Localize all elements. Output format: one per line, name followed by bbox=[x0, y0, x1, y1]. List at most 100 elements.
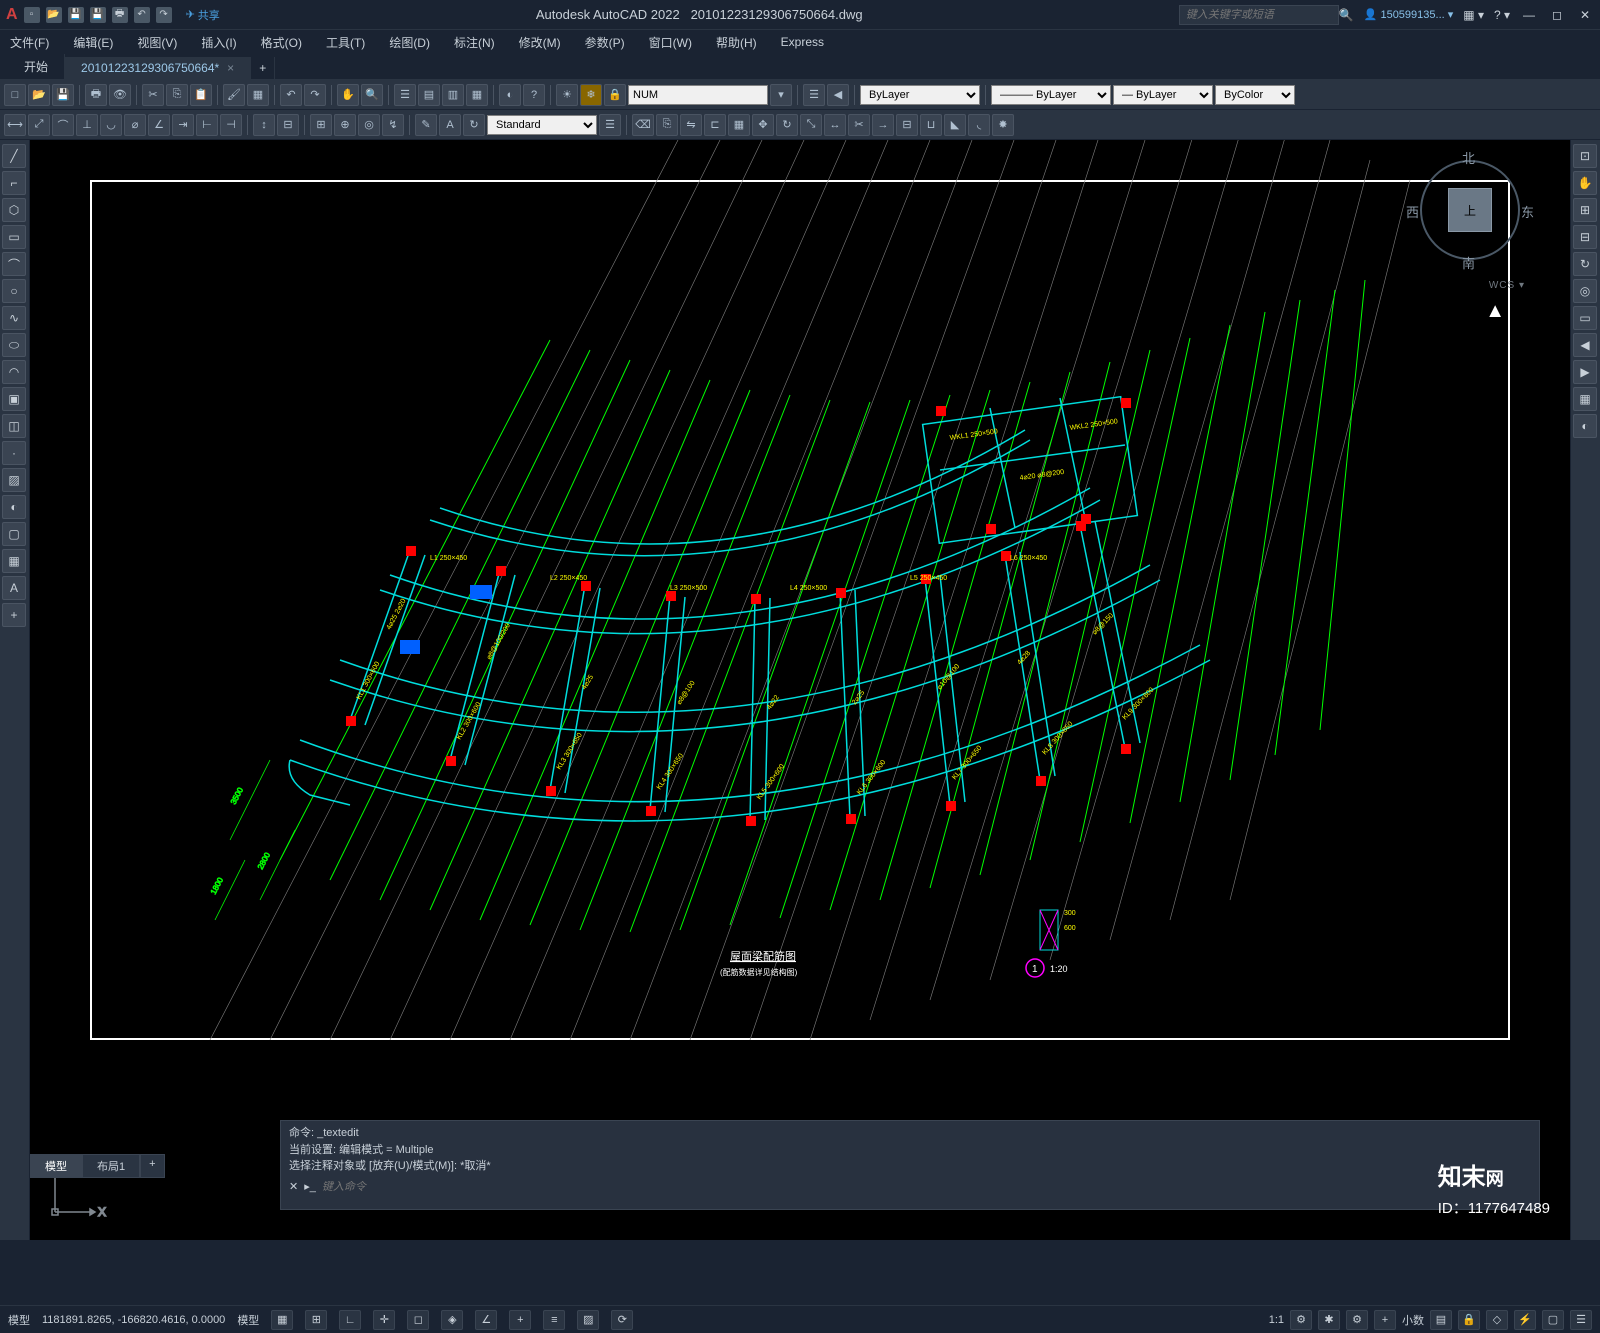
menu-view[interactable]: 视图(V) bbox=[133, 32, 181, 53]
nav-zoom-win[interactable]: ⊟ bbox=[1573, 225, 1597, 249]
tb-props[interactable]: ☰ bbox=[394, 84, 416, 106]
draw-region[interactable]: ▢ bbox=[2, 522, 26, 546]
dim-ordinate[interactable]: ⊥ bbox=[76, 114, 98, 136]
tab-start[interactable]: 开始 bbox=[8, 54, 65, 79]
cmd-close-icon[interactable]: ✕ bbox=[289, 1179, 298, 1196]
draw-gradient[interactable]: ◐ bbox=[2, 495, 26, 519]
nav-orbit[interactable]: ↻ bbox=[1573, 252, 1597, 276]
nav-fwd[interactable]: ▶ bbox=[1573, 360, 1597, 384]
mod-trim[interactable]: ✂ bbox=[848, 114, 870, 136]
sb-cycle[interactable]: ⟳ bbox=[611, 1310, 633, 1330]
user-account[interactable]: 👤 150599135... ▾ bbox=[1364, 8, 1454, 21]
sb-ws[interactable]: ⚙ bbox=[1346, 1310, 1368, 1330]
tb-match[interactable]: 🖌 bbox=[223, 84, 245, 106]
add-selected[interactable]: + bbox=[2, 603, 26, 627]
viewcube-north[interactable]: 北 bbox=[1462, 148, 1475, 167]
mod-break[interactable]: ⊟ bbox=[896, 114, 918, 136]
menu-draw[interactable]: 绘图(D) bbox=[385, 32, 434, 53]
close-button[interactable]: ✕ bbox=[1576, 6, 1594, 24]
tb-zoom[interactable]: 🔍 bbox=[361, 84, 383, 106]
draw-spline[interactable]: ∿ bbox=[2, 306, 26, 330]
dim-break[interactable]: ⊟ bbox=[277, 114, 299, 136]
tb-cut[interactable]: ✂ bbox=[142, 84, 164, 106]
draw-pline[interactable]: ⌐ bbox=[2, 171, 26, 195]
sb-grid[interactable]: ▦ bbox=[271, 1310, 293, 1330]
inspect[interactable]: ◎ bbox=[358, 114, 380, 136]
mod-array[interactable]: ▦ bbox=[728, 114, 750, 136]
sb-qp[interactable]: ▤ bbox=[1430, 1310, 1452, 1330]
tb-block[interactable]: ▦ bbox=[247, 84, 269, 106]
undo-icon[interactable]: ↶ bbox=[134, 7, 150, 23]
mod-extend[interactable]: → bbox=[872, 114, 894, 136]
tab-layout1[interactable]: 布局1 bbox=[82, 1154, 140, 1178]
nav-wheel[interactable]: ◎ bbox=[1573, 279, 1597, 303]
sb-osnap[interactable]: ◻ bbox=[407, 1310, 429, 1330]
sb-monitor[interactable]: + bbox=[1374, 1310, 1396, 1330]
mod-stretch[interactable]: ↔ bbox=[824, 114, 846, 136]
mod-copy[interactable]: ⎘ bbox=[656, 114, 678, 136]
mod-rotate[interactable]: ↻ bbox=[776, 114, 798, 136]
sb-transparency[interactable]: ▨ bbox=[577, 1310, 599, 1330]
viewcube-west[interactable]: 西 bbox=[1406, 202, 1419, 221]
menu-format[interactable]: 格式(O) bbox=[257, 32, 306, 53]
draw-hatch[interactable]: ▨ bbox=[2, 468, 26, 492]
tb-layer-freeze[interactable]: ❄ bbox=[580, 84, 602, 106]
menu-parametric[interactable]: 参数(P) bbox=[581, 32, 629, 53]
dim-space[interactable]: ↕ bbox=[253, 114, 275, 136]
dim-baseline[interactable]: ⊢ bbox=[196, 114, 218, 136]
new-icon[interactable]: ▫ bbox=[24, 7, 40, 23]
tb-tool[interactable]: ▥ bbox=[442, 84, 464, 106]
command-line[interactable]: 命令: _textedit 当前设置: 编辑模式 = Multiple 选择注释… bbox=[280, 1120, 1540, 1210]
tb-paste[interactable]: 📋 bbox=[190, 84, 212, 106]
menu-express[interactable]: Express bbox=[777, 33, 828, 51]
help-search-input[interactable] bbox=[1179, 5, 1339, 25]
maximize-button[interactable]: ◻ bbox=[1548, 6, 1566, 24]
layer-name-input[interactable] bbox=[628, 85, 768, 105]
tb-help[interactable]: ? bbox=[523, 84, 545, 106]
menu-insert[interactable]: 插入(I) bbox=[197, 32, 240, 53]
color-select[interactable]: ByColor bbox=[1215, 85, 1295, 105]
dimstyle-select[interactable]: Standard bbox=[487, 115, 597, 135]
menu-window[interactable]: 窗口(W) bbox=[645, 32, 696, 53]
tb-layer-lock[interactable]: 🔒 bbox=[604, 84, 626, 106]
wcs-label[interactable]: WCS ▾ bbox=[1489, 280, 1525, 291]
sb-model-lbl[interactable]: 模型 bbox=[237, 1312, 259, 1328]
dim-continue[interactable]: ⊣ bbox=[220, 114, 242, 136]
make-block[interactable]: ◫ bbox=[2, 414, 26, 438]
open-icon[interactable]: 📂 bbox=[46, 7, 62, 23]
sb-iso[interactable]: ◇ bbox=[1486, 1310, 1508, 1330]
menu-help[interactable]: 帮助(H) bbox=[712, 32, 761, 53]
mod-offset[interactable]: ⊏ bbox=[704, 114, 726, 136]
tb-copy[interactable]: ⎘ bbox=[166, 84, 188, 106]
mod-join[interactable]: ⊔ bbox=[920, 114, 942, 136]
center-mark[interactable]: ⊕ bbox=[334, 114, 356, 136]
tb-print[interactable]: 🖶 bbox=[85, 84, 107, 106]
nav-views[interactable]: ▦ bbox=[1573, 387, 1597, 411]
sb-scale[interactable]: 1:1 bbox=[1269, 1314, 1284, 1326]
sb-annovis[interactable]: ✱ bbox=[1318, 1310, 1340, 1330]
tab-add-layout[interactable]: + bbox=[140, 1154, 164, 1178]
nav-back[interactable]: ◀ bbox=[1573, 333, 1597, 357]
mod-fillet[interactable]: ◟ bbox=[968, 114, 990, 136]
minimize-button[interactable]: — bbox=[1520, 6, 1538, 24]
tb-layer-dd[interactable]: ▾ bbox=[770, 84, 792, 106]
sb-lock[interactable]: 🔒 bbox=[1458, 1310, 1480, 1330]
tab-model[interactable]: 模型 bbox=[30, 1154, 82, 1178]
mod-move[interactable]: ✥ bbox=[752, 114, 774, 136]
draw-ellipse-arc[interactable]: ◠ bbox=[2, 360, 26, 384]
drawing-canvas[interactable]: KL1 300×600 4⌀25 2⌀20 KL2 300×600 ⌀8@100… bbox=[30, 140, 1570, 1240]
dim-edit[interactable]: ✎ bbox=[415, 114, 437, 136]
sb-dyn[interactable]: + bbox=[509, 1310, 531, 1330]
redo-icon[interactable]: ↷ bbox=[156, 7, 172, 23]
tab-file[interactable]: 20101223129306750664*× bbox=[65, 57, 251, 79]
lineweight-select[interactable]: — ByLayer bbox=[1113, 85, 1213, 105]
sb-snap[interactable]: ⊞ bbox=[305, 1310, 327, 1330]
nav-vs[interactable]: ◐ bbox=[1573, 414, 1597, 438]
help-icon[interactable]: ? ▾ bbox=[1494, 8, 1510, 22]
draw-circle[interactable]: ○ bbox=[2, 279, 26, 303]
draw-arc[interactable]: ⌒ bbox=[2, 252, 26, 276]
tb-design[interactable]: ▤ bbox=[418, 84, 440, 106]
draw-point[interactable]: · bbox=[2, 441, 26, 465]
tab-new[interactable]: + bbox=[251, 57, 275, 79]
dim-update[interactable]: ↻ bbox=[463, 114, 485, 136]
